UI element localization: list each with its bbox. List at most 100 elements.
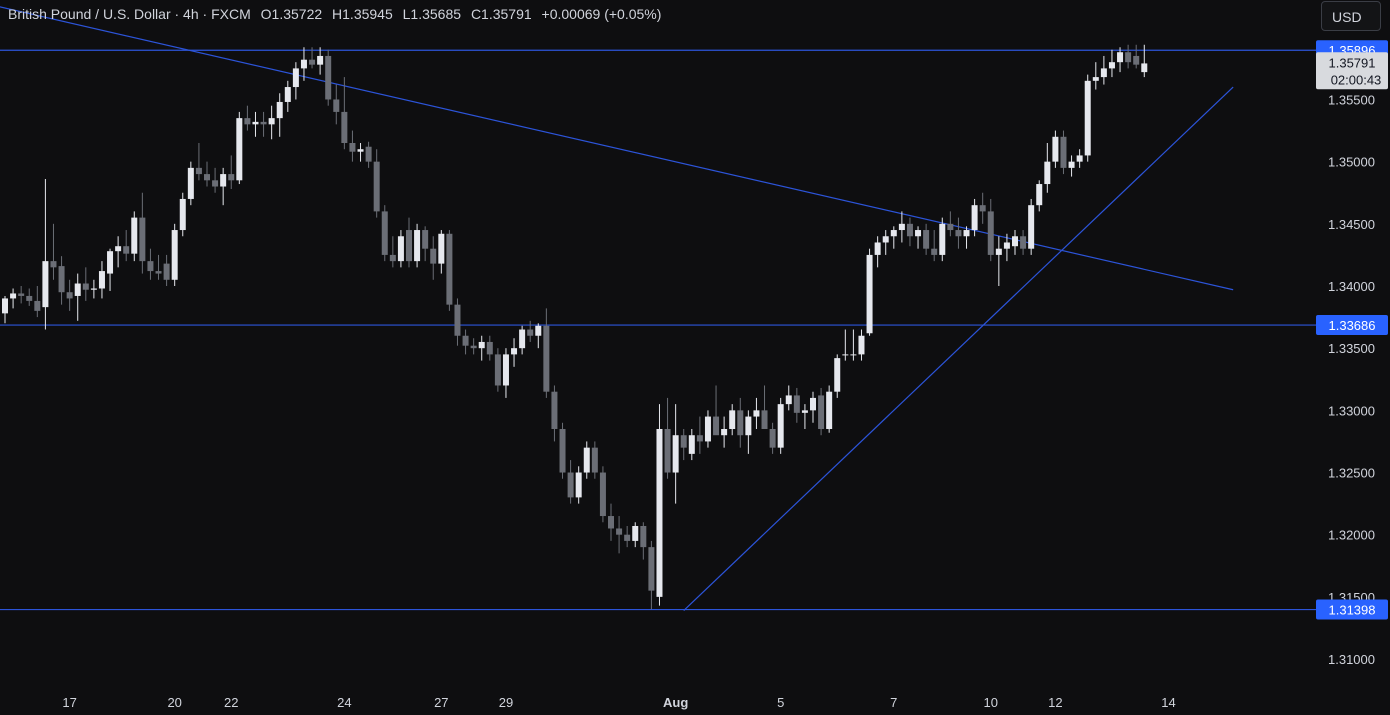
candle (624, 525, 631, 548)
change-value: +0.00069 (+0.05%) (541, 6, 662, 22)
y-tick-label: 1.33500 (1328, 341, 1375, 356)
candle (769, 422, 776, 454)
candle (381, 205, 388, 262)
candle (519, 325, 526, 355)
x-tick-label: 29 (499, 695, 513, 710)
candle-body (543, 325, 550, 392)
candle (220, 167, 227, 206)
candle (42, 179, 49, 330)
candle (155, 254, 162, 280)
candle (947, 211, 954, 237)
candle (527, 320, 534, 342)
candle (567, 460, 574, 504)
candle (147, 248, 154, 280)
candle-body (422, 230, 429, 249)
candle (785, 385, 792, 411)
high-value: H1.35945 (332, 6, 393, 22)
candle (745, 410, 752, 454)
candle-body (446, 233, 453, 305)
candle-body (470, 345, 477, 349)
y-tick-label: 1.32000 (1328, 528, 1375, 543)
candle (309, 47, 316, 69)
candle (874, 236, 881, 268)
candle-body (656, 429, 663, 597)
candle-body (616, 528, 623, 535)
candle-body (462, 335, 469, 346)
candle-body (2, 298, 8, 314)
candle-body (575, 472, 582, 498)
candle-body (325, 55, 332, 100)
candle (648, 540, 655, 610)
candle (1117, 47, 1124, 73)
candle (26, 288, 33, 306)
candle-body (414, 230, 421, 262)
level-label-bg (1316, 315, 1388, 336)
candle (373, 149, 380, 218)
candle-body (276, 101, 283, 119)
candle (115, 236, 122, 268)
candle-body (721, 429, 728, 436)
candle-body (729, 410, 736, 429)
candle-body (1125, 52, 1132, 63)
candle (866, 248, 873, 336)
candle-body (713, 416, 720, 436)
candle (187, 161, 194, 206)
candle-body (777, 404, 784, 448)
candle (543, 308, 550, 398)
candle-body (50, 261, 57, 268)
candle-body (373, 161, 380, 212)
candle (1084, 74, 1091, 162)
candle-body (147, 261, 154, 272)
candle (1125, 44, 1132, 69)
candle-body (212, 180, 219, 187)
candle (640, 522, 647, 560)
candle (212, 167, 219, 193)
candle (470, 338, 477, 355)
candle (575, 466, 582, 504)
y-tick-label: 1.31000 (1328, 652, 1375, 667)
candle-body (171, 230, 178, 280)
candle-body (1020, 236, 1027, 249)
candle-body (535, 325, 542, 336)
candle-body (785, 395, 792, 405)
candle-body (454, 304, 461, 336)
candle (317, 47, 324, 75)
candle (357, 143, 364, 162)
candle (818, 387, 825, 436)
candle (236, 111, 243, 185)
candle-body (971, 205, 978, 231)
candle-body (292, 68, 299, 88)
candle (486, 335, 493, 361)
currency-button[interactable]: USD (1321, 1, 1381, 31)
level-label-bg (1316, 599, 1388, 620)
candle-body (155, 271, 162, 274)
candle-body (737, 410, 744, 436)
candle-body (131, 217, 138, 254)
candle-body (341, 111, 348, 143)
symbol-title: British Pound / U.S. Dollar · 4h · FXCM (8, 6, 251, 22)
candle (2, 295, 8, 324)
candle (672, 404, 679, 504)
current-price-text: 1.35791 (1329, 55, 1376, 70)
candle-body (890, 230, 897, 237)
candle-body (115, 246, 122, 252)
candle-body (187, 167, 194, 199)
candle (842, 329, 849, 361)
candle-body (438, 233, 445, 264)
candle (1036, 180, 1043, 212)
candle-body (680, 435, 687, 448)
candle-body (931, 248, 938, 255)
candle-body (357, 149, 364, 152)
candle (454, 298, 461, 346)
candle (583, 441, 590, 479)
candle-body (591, 447, 598, 473)
candle (228, 155, 235, 190)
candle (971, 198, 978, 237)
candle (74, 273, 81, 321)
candle-body (963, 230, 970, 237)
candle (955, 217, 962, 249)
trendline-0 (0, 6, 1234, 291)
candle (1003, 233, 1010, 262)
